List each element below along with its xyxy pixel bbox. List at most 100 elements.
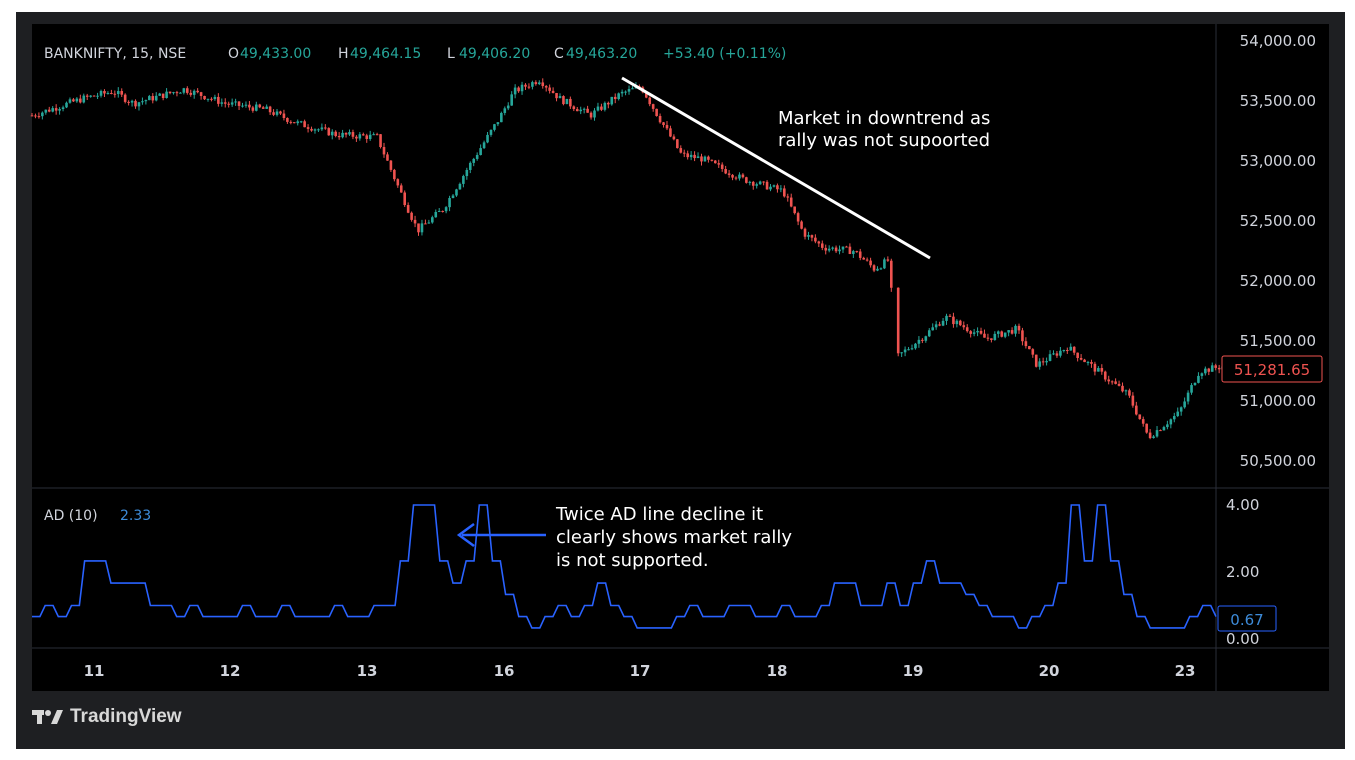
candle-body	[755, 184, 759, 186]
downtrend-line[interactable]	[621, 76, 931, 260]
candle-body	[61, 107, 65, 109]
price-tick-label: 50,500.00	[1240, 452, 1316, 470]
candle-body	[1110, 381, 1114, 383]
candle-body	[1152, 436, 1155, 439]
candle-body	[85, 95, 89, 97]
candle-body	[1000, 331, 1004, 337]
candle-body	[137, 102, 141, 107]
candle-body	[486, 134, 489, 143]
candle-body	[361, 134, 365, 136]
candle-body	[727, 173, 731, 175]
candle-body	[696, 156, 700, 159]
candle-body	[1097, 368, 1100, 372]
candle-body	[213, 96, 217, 100]
candle-body	[869, 260, 872, 266]
price-tick-label: 52,000.00	[1240, 272, 1316, 290]
candle-body	[1117, 383, 1121, 386]
time-axis[interactable]: 11 12 13 16 17 18 19 20 23	[84, 662, 1196, 680]
candle-body	[493, 124, 496, 130]
candle-body	[251, 107, 255, 111]
candle-body	[758, 181, 762, 185]
candle-body	[327, 128, 331, 136]
candle-body	[993, 333, 997, 341]
candle-body	[731, 174, 734, 178]
candle-body	[396, 179, 400, 186]
candle-body	[1045, 360, 1048, 363]
ad-line-series[interactable]	[32, 504, 1217, 629]
candle-body	[1169, 419, 1173, 425]
current-price-label: 51,281.65	[1234, 361, 1310, 379]
candle-body	[92, 95, 96, 97]
candle-body	[120, 91, 124, 95]
candle-body	[886, 259, 890, 261]
candle-body	[1155, 430, 1159, 437]
candle-body	[410, 212, 413, 220]
candle-body	[1183, 401, 1186, 408]
candle-body	[248, 104, 251, 108]
candle-body	[631, 88, 634, 90]
candle-body	[717, 163, 721, 165]
ad-axis[interactable]: 4.00 2.00 0.00	[1226, 496, 1259, 648]
candle-body	[451, 195, 455, 199]
candle-body	[872, 265, 876, 271]
tradingview-brand[interactable]: TradingView	[32, 706, 182, 728]
candle-body	[1100, 368, 1104, 372]
candle-body	[1128, 390, 1131, 396]
price-tick-label: 54,000.00	[1240, 32, 1316, 50]
candle-body	[265, 106, 268, 109]
price-tick-label: 53,000.00	[1240, 152, 1316, 170]
price-axis[interactable]: 54,000.00 53,500.00 53,000.00 52,500.00 52,0…	[1240, 32, 1316, 470]
candle-body	[814, 237, 817, 242]
candle-body	[303, 121, 306, 128]
candle-body	[817, 241, 821, 244]
close-value: 49,463.20	[566, 46, 637, 62]
candle-body	[1048, 354, 1052, 361]
candle-body	[810, 235, 814, 238]
candle-body	[1107, 379, 1111, 382]
candle-body	[772, 185, 776, 187]
candle-body	[424, 223, 427, 225]
candle-body	[355, 136, 358, 139]
indicator-label[interactable]: AD (10)	[44, 508, 98, 524]
candle-body	[793, 206, 796, 214]
trend-note-line2: rally was not supoorted	[778, 130, 990, 151]
candle-body	[607, 102, 610, 105]
candle-body	[358, 134, 362, 139]
candle-body	[572, 106, 576, 110]
candle-body	[82, 95, 86, 103]
candle-body	[710, 159, 714, 161]
candle-body	[1076, 352, 1079, 358]
candle-body	[110, 93, 113, 95]
candle-body	[282, 113, 286, 119]
candle-body	[310, 128, 313, 131]
candle-body	[196, 90, 199, 93]
symbol-label[interactable]: BANKNIFTY, 15, NSE	[44, 46, 186, 62]
time-tick-label: 19	[903, 662, 924, 680]
candle-body	[510, 94, 513, 106]
candle-body	[58, 108, 61, 111]
candle-body	[1131, 395, 1135, 406]
candle-body	[586, 108, 589, 113]
candle-body	[192, 90, 196, 95]
candle-body	[658, 115, 662, 123]
candle-body	[924, 336, 928, 341]
candle-body	[986, 337, 990, 339]
candle-body	[434, 211, 438, 218]
candle-body	[862, 257, 865, 260]
candle-body	[865, 259, 869, 261]
candle-body	[386, 154, 389, 161]
candle-body	[1083, 359, 1086, 363]
candle-body	[617, 93, 620, 100]
ad-tick-label: 0.00	[1226, 630, 1259, 648]
candle-body	[627, 89, 631, 92]
candle-body	[441, 210, 444, 212]
candle-body	[996, 331, 1000, 334]
candle-body	[1003, 332, 1007, 337]
candle-body	[34, 115, 37, 117]
candlestick-series[interactable]	[30, 78, 1231, 440]
candle-body	[962, 325, 966, 328]
candle-body	[299, 121, 303, 123]
candle-body	[275, 111, 279, 115]
candle-body	[845, 246, 848, 248]
